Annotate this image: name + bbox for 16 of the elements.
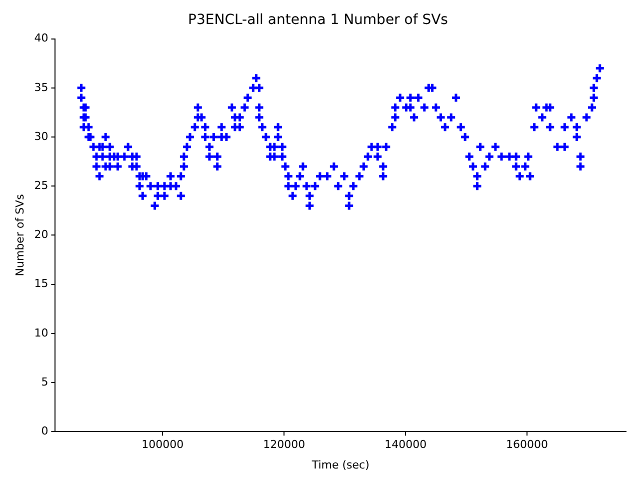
x-tick-label: 140000 — [384, 438, 427, 452]
y-tick-label: 10 — [34, 326, 48, 340]
y-tick-label: 15 — [34, 277, 48, 290]
x-axis-title: Time (sec) — [310, 458, 370, 472]
y-tick-label: 30 — [34, 130, 48, 143]
y-tick-label: 0 — [41, 424, 48, 438]
x-tick-label: 120000 — [263, 438, 306, 452]
y-tick-label: 20 — [34, 228, 48, 242]
y-axis-title: Number of SVs — [13, 194, 26, 276]
y-tick-label: 35 — [34, 80, 48, 94]
x-tick-label: 100000 — [142, 438, 184, 452]
y-tick-label: 25 — [34, 178, 48, 192]
chart-title: P3ENCL-all antenna 1 Number of SVs — [188, 12, 448, 28]
y-tick-label: 40 — [34, 32, 48, 45]
y-tick-label: 5 — [41, 375, 48, 388]
x-tick-label: 160000 — [506, 438, 548, 452]
